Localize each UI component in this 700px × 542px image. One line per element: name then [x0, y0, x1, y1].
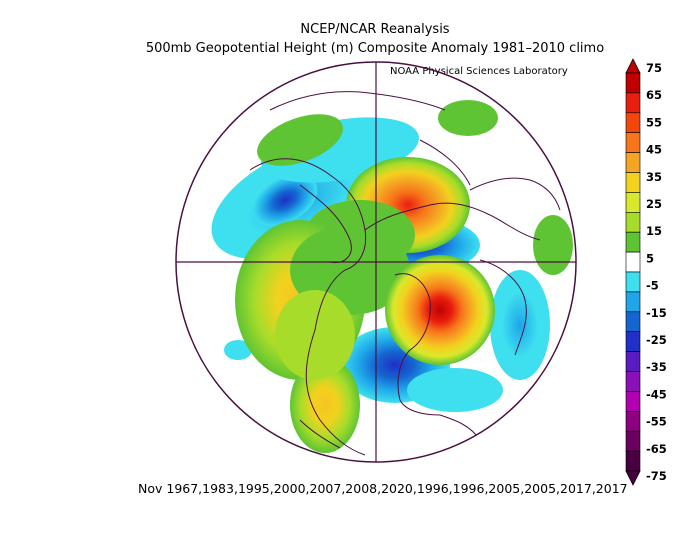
- colorbar-label: -65: [646, 442, 667, 456]
- colorbar-label: -15: [646, 306, 667, 320]
- chart-title: NCEP/NCAR Reanalysis: [300, 22, 450, 37]
- colorbar-swatch: [625, 212, 641, 233]
- colorbar-label: -45: [646, 387, 667, 401]
- credit-label: NOAA Physical Sciences Laboratory: [390, 66, 568, 77]
- colorbar-label: -5: [646, 279, 659, 293]
- coastlines: [249, 91, 561, 456]
- negative-anomaly-far-east: [490, 270, 550, 380]
- colorbar-swatch: [625, 311, 641, 332]
- colorbar-swatch: [625, 430, 641, 452]
- colorbar-label: -35: [646, 360, 667, 374]
- colorbar-swatch: [625, 192, 641, 213]
- colorbar-label: 75: [646, 61, 662, 75]
- colorbar-label: 15: [646, 224, 662, 238]
- colorbar-swatch: [625, 172, 641, 193]
- colorbar-swatch: [625, 132, 641, 153]
- colorbar-label: -25: [646, 333, 667, 347]
- colorbar-label: -75: [646, 469, 667, 483]
- colorbar-label: 45: [646, 143, 662, 157]
- positive-anomaly-labrador: [385, 255, 495, 365]
- colorbar-label: 55: [646, 115, 662, 129]
- colorbar-arrow-top: [625, 58, 641, 74]
- colorbar-swatch: [625, 251, 641, 273]
- chart-subtitle: 500mb Geopotential Height (m) Composite …: [145, 41, 605, 56]
- colorbar-swatch: [625, 331, 641, 352]
- colorbar-swatch: [625, 410, 641, 432]
- colorbar-arrow-bottom: [625, 470, 641, 486]
- colorbar-label: 35: [646, 170, 662, 184]
- colorbar-swatch: [625, 391, 641, 412]
- colorbar-swatch: [625, 92, 641, 114]
- colorbar-label: -55: [646, 415, 667, 429]
- colorbar-swatch: [625, 351, 641, 372]
- colorbar-swatch: [625, 72, 641, 94]
- colorbar-swatch: [625, 271, 641, 293]
- colorbar-swatch: [625, 371, 641, 392]
- colorbar-swatch: [625, 291, 641, 313]
- colorbar-swatch: [625, 231, 641, 253]
- colorbar-swatch: [625, 152, 641, 173]
- footer-dates: Nov 1967,1983,1995,2000,2007,2008,2020,1…: [138, 481, 628, 496]
- colorbar-label: 5: [646, 251, 654, 265]
- colorbar-label: 65: [646, 88, 662, 102]
- colorbar-swatch: [625, 450, 641, 472]
- colorbar-label: 25: [646, 197, 662, 211]
- colorbar-swatch: [625, 112, 641, 134]
